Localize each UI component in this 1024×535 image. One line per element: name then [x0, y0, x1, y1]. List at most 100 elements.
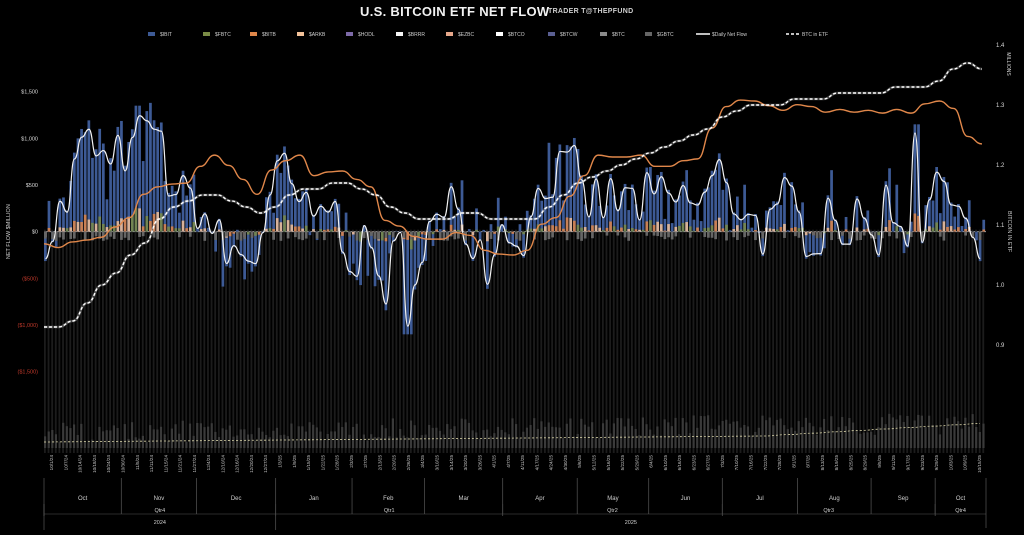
stacked-bar	[721, 228, 725, 232]
volume-bar	[750, 435, 753, 448]
ibit-bar	[525, 210, 529, 232]
ibit-bar	[236, 229, 239, 232]
volume-bar	[493, 433, 496, 448]
date-tick-label: 10/3/25	[948, 455, 953, 471]
gbtc-bar	[156, 231, 160, 240]
volume-bar	[946, 418, 949, 448]
volume-bar	[699, 415, 702, 448]
ibit-bar	[616, 208, 620, 232]
stacked-bar	[359, 231, 362, 242]
legend-item: $BTC	[600, 32, 625, 38]
background-bar	[938, 229, 941, 453]
stacked-bar	[862, 229, 866, 232]
stacked-bar	[732, 229, 736, 232]
background-bar	[707, 229, 709, 453]
ibit-bar	[804, 231, 808, 259]
legend-swatch	[496, 32, 503, 36]
background-bar	[960, 229, 963, 453]
background-bar	[315, 229, 318, 453]
volume-bar	[620, 418, 623, 448]
gbtc-bar	[58, 231, 62, 238]
stacked-bar	[123, 219, 127, 232]
volume-bar	[348, 434, 351, 448]
background-bar	[587, 229, 590, 453]
volume-bar	[913, 420, 916, 448]
date-tick-label: 8/7/25	[806, 455, 811, 468]
volume-bar	[949, 424, 952, 448]
stacked-bar	[583, 227, 587, 232]
ibit-bar	[580, 175, 583, 232]
gbtc-bar	[964, 231, 967, 236]
chart-subtitle: TRADER T@THEPFUND	[548, 8, 634, 15]
ibit-bar	[322, 209, 326, 232]
stacked-bar	[913, 213, 917, 232]
ibit-bar	[297, 198, 301, 232]
ibit-bar	[764, 210, 768, 232]
background-bar	[370, 229, 372, 453]
background-bar	[710, 229, 713, 453]
volume-bar	[435, 427, 438, 448]
ibit-bar	[507, 231, 511, 244]
stacked-bar	[717, 217, 721, 232]
ibit-bar	[69, 180, 73, 232]
background-bar	[391, 229, 394, 453]
date-tick-label: 2/13/25	[377, 455, 382, 471]
gbtc-bar	[616, 231, 620, 236]
volume-bar	[333, 431, 337, 448]
stacked-bar	[620, 227, 623, 232]
gbtc-bar	[812, 231, 815, 236]
background-bar	[935, 229, 938, 453]
background-bar	[250, 229, 253, 453]
stacked-bar	[58, 227, 62, 232]
stacked-bar	[949, 226, 953, 232]
ibit-bar	[504, 216, 507, 232]
date-tick-label: 2/26/25	[406, 455, 411, 471]
volume-bar	[65, 426, 68, 448]
volume-bar	[707, 415, 710, 448]
gbtc-bar	[446, 231, 449, 241]
stacked-bar	[942, 221, 946, 232]
gbtc-bar	[239, 231, 243, 241]
stacked-bar	[141, 226, 145, 232]
ibit-bar	[895, 184, 899, 232]
stacked-bar	[199, 229, 203, 232]
ibit-bar	[681, 181, 685, 232]
volume-bar	[489, 436, 492, 448]
ibit-bar	[80, 128, 83, 232]
ibit-bar	[551, 194, 554, 232]
stacked-bar	[163, 224, 167, 232]
background-bar	[467, 229, 470, 453]
volume-bar	[438, 430, 442, 448]
volume-bar	[214, 431, 217, 448]
ibit-bar	[725, 178, 728, 232]
background-bar	[116, 229, 119, 453]
volume-bar	[884, 424, 887, 448]
month-label: Mar	[458, 496, 468, 502]
ibit-bar	[707, 187, 710, 232]
volume-bar	[942, 425, 945, 448]
volume-bar	[377, 436, 380, 448]
background-bar	[457, 229, 459, 453]
stacked-bar	[178, 228, 181, 232]
stacked-bar	[156, 212, 160, 232]
background-bar	[395, 229, 398, 453]
background-bar	[156, 229, 159, 453]
background-bar	[482, 229, 485, 453]
stacked-bar	[938, 229, 942, 232]
volume-bar	[540, 421, 543, 448]
legend-label: $GBTC	[657, 32, 674, 38]
background-bar	[957, 229, 959, 453]
background-bar	[424, 229, 427, 453]
ibit-bar	[138, 105, 141, 232]
volume-bar	[736, 421, 739, 448]
background-bar	[536, 229, 539, 453]
volume-bar	[409, 420, 413, 448]
stacked-bar	[591, 225, 594, 232]
background-bar	[272, 229, 275, 453]
volume-bar	[384, 428, 387, 448]
background-bar	[862, 229, 865, 453]
ibit-bar	[518, 224, 522, 232]
volume-bar	[51, 430, 54, 448]
ibit-bar	[145, 111, 149, 232]
background-bar	[275, 229, 278, 453]
